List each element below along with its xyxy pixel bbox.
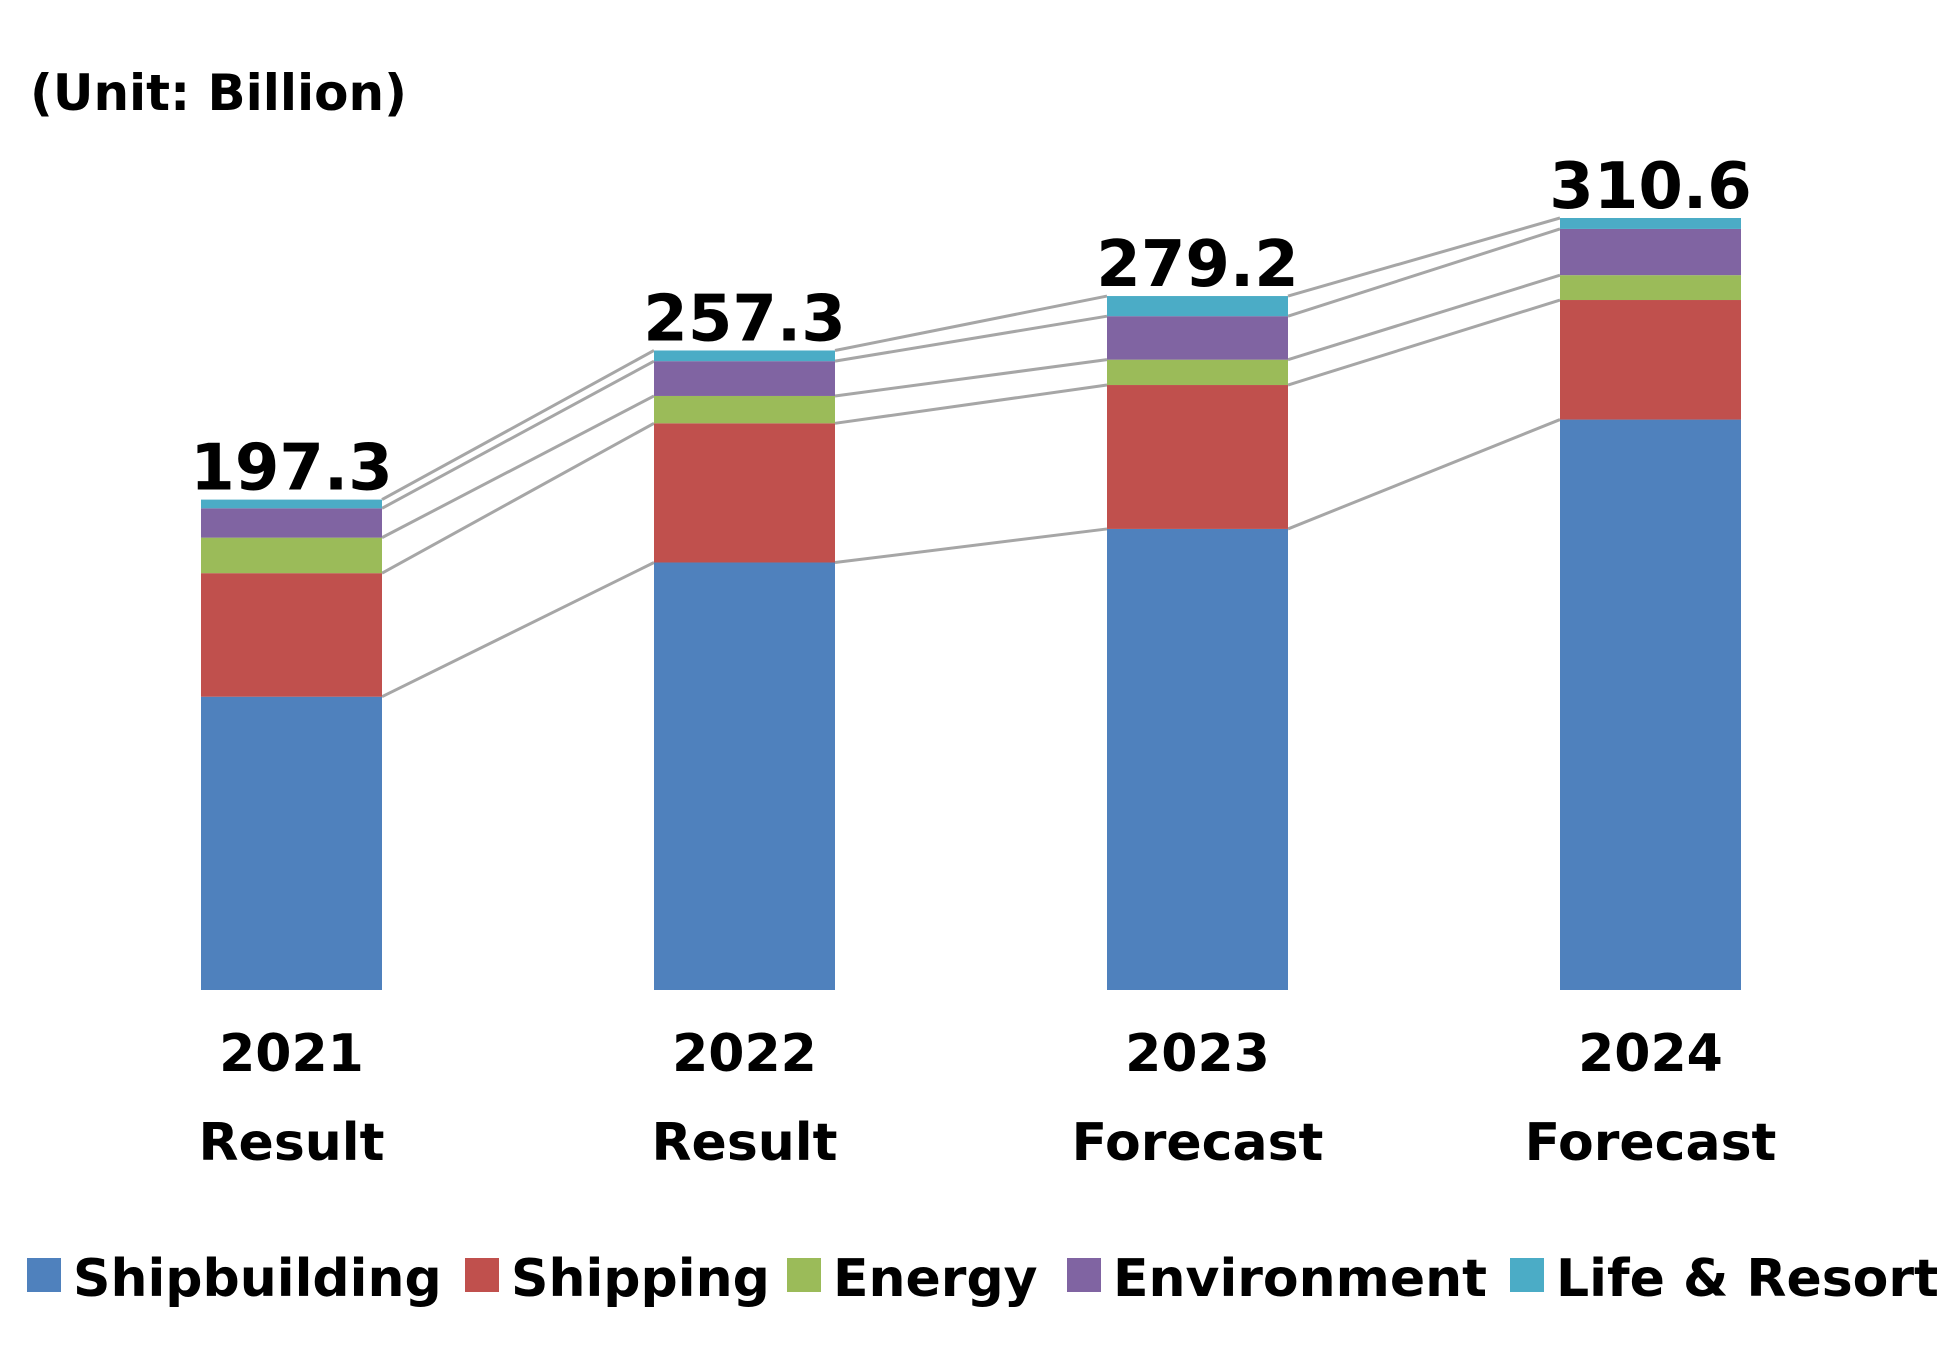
- total-label-2022: 257.3: [643, 282, 845, 356]
- legend-swatch-shipping: [465, 1258, 499, 1292]
- legend-label-environment: Environment: [1113, 1249, 1487, 1309]
- bar-segment-shipbuilding-2023: [1107, 528, 1288, 990]
- bar-segment-environment-2021: [201, 508, 382, 538]
- bar-segment-shipbuilding-2021: [201, 696, 382, 990]
- category-year-2024: 2024: [1578, 1024, 1723, 1084]
- bars-group: [201, 218, 1741, 990]
- connector-line-2023-2024-2: [1287, 298, 1561, 387]
- connector-line-2021-2022-5: [381, 349, 655, 501]
- legend-swatch-shipbuilding: [27, 1258, 61, 1292]
- connector-line-2022-2023-5: [834, 294, 1108, 352]
- connector-line-2023-2024-3: [1287, 273, 1561, 362]
- legend-label-energy: Energy: [833, 1249, 1038, 1309]
- connector-line-2022-2023-1: [834, 527, 1108, 564]
- category-year-2021: 2021: [219, 1024, 364, 1084]
- category-status-2024: Forecast: [1525, 1113, 1777, 1173]
- bar-segment-life-resort-2022: [654, 350, 835, 362]
- bar-segment-shipbuilding-2024: [1560, 419, 1741, 990]
- total-labels: 197.3 257.3 279.2 310.6: [190, 150, 1751, 506]
- bar-segment-shipping-2022: [654, 423, 835, 563]
- bar-segment-energy-2023: [1107, 359, 1288, 386]
- total-label-2021: 197.3: [190, 432, 392, 506]
- legend-label-life-resort: Life & Resort: [1556, 1249, 1937, 1309]
- connector-lines: [381, 216, 1561, 699]
- unit-label: (Unit: Billion): [30, 64, 407, 122]
- connector-line-2023-2024-5: [1287, 216, 1561, 298]
- bar-segment-environment-2022: [654, 361, 835, 396]
- legend-swatch-life-resort: [1510, 1258, 1544, 1292]
- connector-line-2023-2024-1: [1287, 418, 1561, 531]
- total-label-2023: 279.2: [1096, 228, 1298, 302]
- category-status-2021: Result: [199, 1113, 385, 1173]
- connector-line-2023-2024-4: [1287, 227, 1561, 318]
- bar-segment-energy-2021: [201, 537, 382, 574]
- connector-line-2021-2022-4: [381, 359, 655, 510]
- bar-segment-shipbuilding-2022: [654, 562, 835, 990]
- category-labels: 2021 Result 2022 Result 2023 Forecast 2024 Fore…: [199, 1024, 1777, 1173]
- category-year-2023: 2023: [1125, 1024, 1270, 1084]
- bar-segment-energy-2024: [1560, 275, 1741, 301]
- bar-segment-life-resort-2023: [1107, 296, 1288, 317]
- bar-segment-energy-2022: [654, 395, 835, 424]
- total-label-2024: 310.6: [1549, 150, 1751, 224]
- category-status-2022: Result: [652, 1113, 838, 1173]
- category-year-2022: 2022: [672, 1024, 817, 1084]
- legend-label-shipping: Shipping: [511, 1249, 770, 1309]
- legend-swatch-energy: [787, 1258, 821, 1292]
- connector-line-2022-2023-4: [834, 314, 1108, 363]
- legend-swatch-environment: [1067, 1258, 1101, 1292]
- connector-line-2022-2023-3: [834, 358, 1108, 398]
- bar-segment-shipping-2021: [201, 573, 382, 697]
- connector-line-2021-2022-2: [381, 421, 655, 575]
- connector-line-2021-2022-3: [381, 394, 655, 539]
- bar-segment-shipping-2023: [1107, 385, 1288, 529]
- bar-segment-environment-2023: [1107, 316, 1288, 360]
- legend: Shipbuilding Shipping Energy Environment Lif…: [27, 1249, 1937, 1309]
- bar-segment-life-resort-2024: [1560, 218, 1741, 229]
- bar-segment-environment-2024: [1560, 228, 1741, 276]
- bar-segment-life-resort-2021: [201, 499, 382, 509]
- connector-line-2022-2023-2: [834, 383, 1108, 425]
- bar-segment-shipping-2024: [1560, 300, 1741, 420]
- connector-line-2021-2022-1: [381, 561, 655, 699]
- category-status-2023: Forecast: [1072, 1113, 1324, 1173]
- legend-label-shipbuilding: Shipbuilding: [73, 1249, 442, 1309]
